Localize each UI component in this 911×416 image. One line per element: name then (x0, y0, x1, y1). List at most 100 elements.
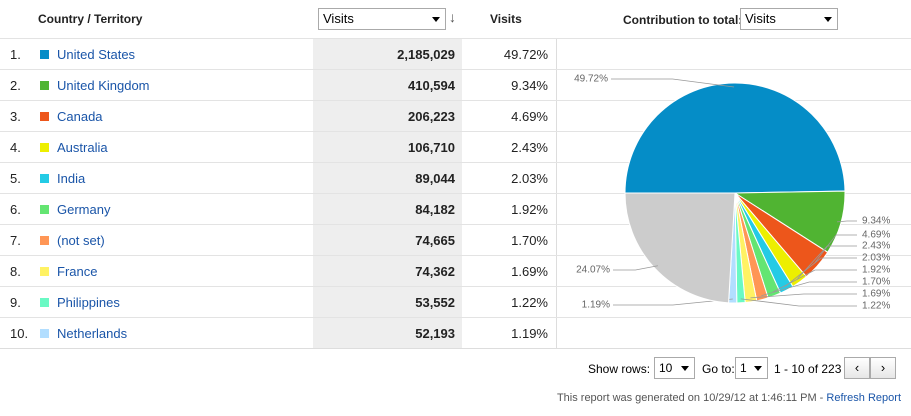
country-link[interactable]: Australia (57, 140, 108, 155)
table-row: 1. United States 2,185,029 49.72% (0, 38, 911, 69)
contribution-label: Contribution to total: (623, 13, 743, 27)
sort-arrow[interactable]: ↓ (449, 9, 456, 25)
table-row: 6. Germany 84,182 1.92% (0, 193, 911, 224)
slice-label: 1.22% (862, 301, 890, 312)
country-link[interactable]: Netherlands (57, 326, 128, 341)
pie-slice (624, 192, 736, 304)
sort-select[interactable]: Visits (318, 8, 446, 30)
table-row: 8. France 74,362 1.69% (0, 255, 911, 286)
pie-chart: 49.72% 9.34% 4.69%2.43%2.03%1.92%1.70%1.69… (574, 74, 890, 312)
label-leader (611, 78, 735, 88)
legend-swatch (40, 81, 49, 90)
country-link[interactable]: United States (57, 47, 136, 62)
header-visits[interactable]: Visits (490, 12, 522, 26)
slice-label: 1.92% (862, 265, 890, 276)
rank: 7. (10, 233, 21, 248)
legend-swatch (40, 236, 49, 245)
label-leader (740, 298, 857, 307)
range-text: 1 - 10 of 223 (774, 362, 842, 376)
percent: 49.72% (503, 47, 548, 62)
percent: 2.43% (511, 140, 548, 155)
visits: 84,182 (415, 202, 455, 217)
label-leader (797, 245, 857, 279)
country-link[interactable]: Canada (57, 109, 103, 124)
table-row: 2. United Kingdom 410,594 9.34% (0, 69, 911, 100)
legend-swatch (40, 50, 49, 59)
slice-label: 24.07% (576, 265, 610, 276)
rank: 10. (10, 326, 29, 341)
legend-swatch (40, 112, 49, 121)
goto-value: 1 (740, 361, 747, 375)
table-row: 9. Philippines 53,552 1.22% (0, 286, 911, 317)
rank: 4. (10, 140, 21, 155)
table-row: 10. Netherlands 52,193 1.19% (0, 317, 911, 348)
pie-slice (624, 82, 846, 194)
rank: 2. (10, 78, 21, 93)
rank: 1. (10, 47, 21, 62)
slice-label: 2.03% (862, 253, 890, 264)
slice-label: 1.70% (862, 277, 890, 288)
rank: 8. (10, 264, 21, 279)
rank: 6. (10, 202, 21, 217)
legend-swatch (40, 298, 49, 307)
header-country[interactable]: Country / Territory (38, 12, 143, 26)
percent: 1.19% (511, 326, 548, 341)
label-leader (772, 269, 857, 293)
table-row: 7. (not set) 74,665 1.70% (0, 224, 911, 255)
percent: 2.03% (511, 171, 548, 186)
percent: 1.22% (511, 295, 548, 310)
show-rows-value: 10 (659, 361, 673, 375)
visits: 52,193 (415, 326, 455, 341)
visits: 2,185,029 (397, 47, 455, 62)
goto-input[interactable]: 1 (735, 357, 768, 379)
visits: 74,665 (415, 233, 455, 248)
percent: 1.70% (511, 233, 548, 248)
percent: 1.69% (511, 264, 548, 279)
show-rows-label: Show rows: (588, 362, 651, 376)
legend-swatch (40, 143, 49, 152)
contribution-select-value: Visits (745, 11, 776, 26)
prev-button[interactable]: ‹ (844, 357, 870, 379)
legend-swatch (40, 329, 49, 338)
label-leader (836, 220, 857, 223)
generated-text: This report was generated on 10/29/12 at… (556, 392, 827, 404)
slice-label: 49.72% (574, 74, 608, 85)
country-link[interactable]: France (57, 264, 98, 279)
rank: 9. (10, 295, 21, 310)
rank: 5. (10, 171, 21, 186)
slice-label: 1.69% (862, 289, 890, 300)
next-button[interactable]: › (870, 357, 896, 379)
slice-label: 4.69% (862, 230, 890, 241)
label-leader (761, 281, 857, 297)
label-leader (814, 234, 857, 263)
country-link[interactable]: Philippines (57, 295, 120, 310)
table-row: 5. India 89,044 2.03% (0, 162, 911, 193)
country-link[interactable]: Germany (57, 202, 111, 217)
goto-label: Go to: (702, 362, 735, 376)
refresh-link[interactable]: Refresh Report (826, 392, 901, 404)
contribution-select[interactable]: Visits (740, 8, 838, 30)
percent: 1.92% (511, 202, 548, 217)
slice-label: 9.34% (862, 216, 890, 227)
visits: 74,362 (415, 264, 455, 279)
rank: 3. (10, 109, 21, 124)
country-link[interactable]: India (57, 171, 86, 186)
percent: 4.69% (511, 109, 548, 124)
slice-label: 1.19% (582, 300, 610, 311)
sort-select-value: Visits (323, 11, 354, 26)
visits: 53,552 (415, 295, 455, 310)
percent: 9.34% (511, 78, 548, 93)
country-link[interactable]: (not set) (57, 233, 105, 248)
visits: 89,044 (415, 171, 455, 186)
show-rows-select[interactable]: 10 (654, 357, 695, 379)
table-row: 4. Australia 106,710 2.43% (0, 131, 911, 162)
legend-swatch (40, 205, 49, 214)
visits: 410,594 (408, 78, 455, 93)
label-leader (784, 257, 857, 287)
country-link[interactable]: United Kingdom (57, 78, 150, 93)
visits: 206,223 (408, 109, 455, 124)
label-leader (613, 265, 658, 271)
label-leader (750, 293, 857, 299)
generated-note: This report was generated on 10/29/12 at… (557, 392, 901, 404)
